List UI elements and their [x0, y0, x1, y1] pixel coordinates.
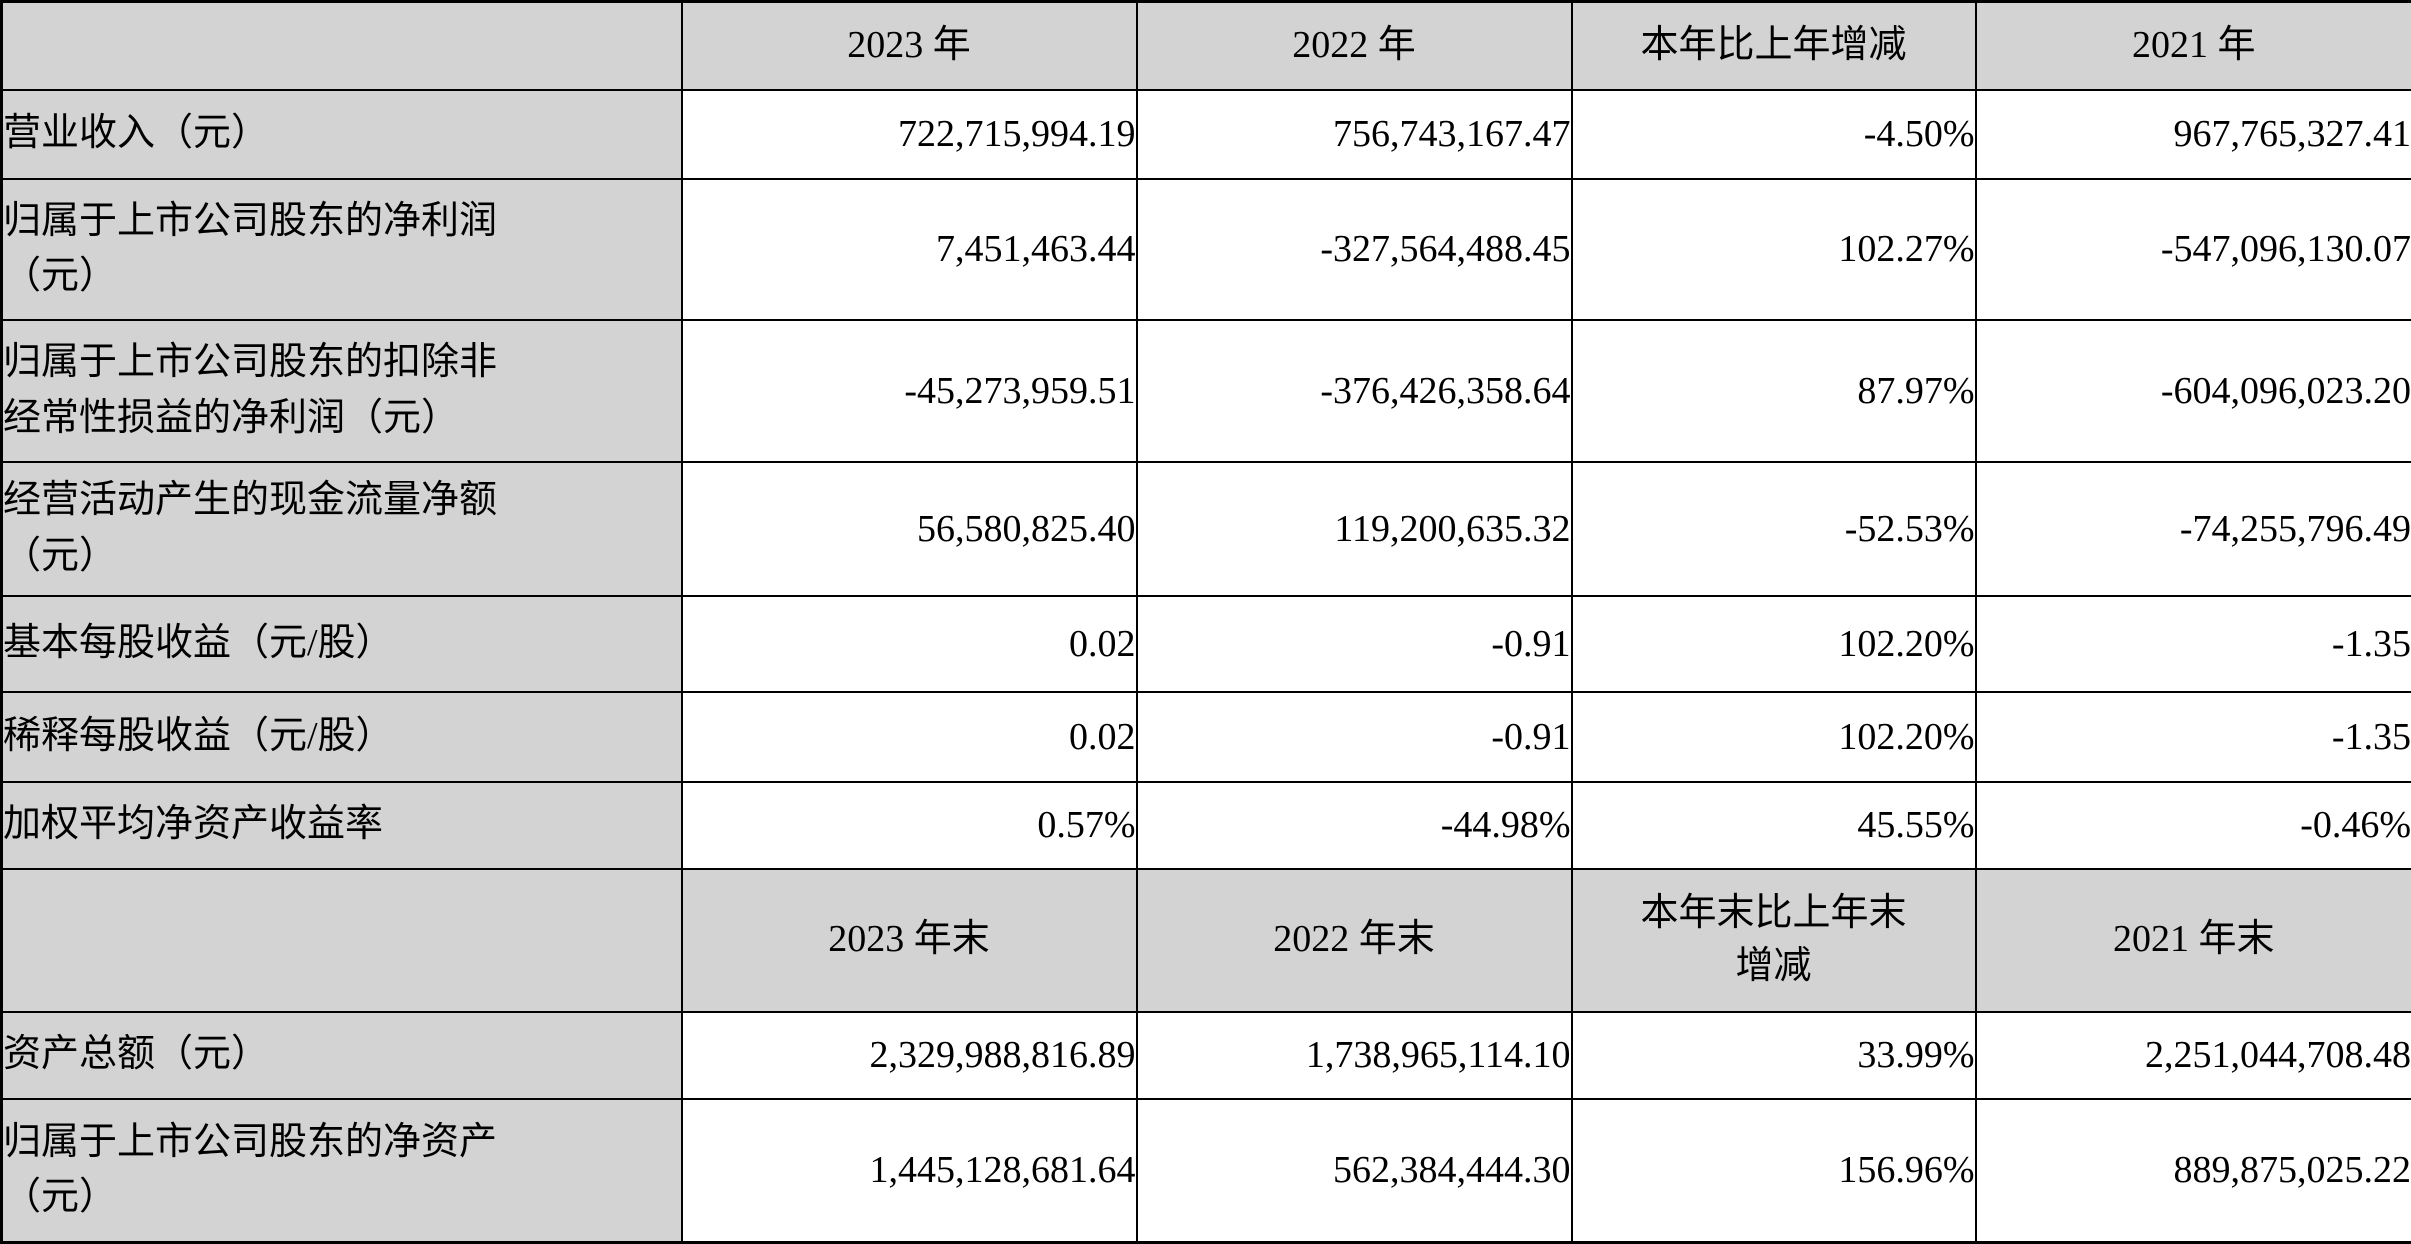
table-row-weighted-avg-roe: 加权平均净资产收益率 0.57% -44.98% 45.55% -0.46%: [2, 782, 2411, 869]
row-label: 经营活动产生的现金流量净额 （元）: [2, 462, 682, 596]
table-row-net-profit-excl-nonrecurring: 归属于上市公司股东的扣除非 经常性损益的净利润（元） -45,273,959.5…: [2, 320, 2411, 462]
value-2022: -0.91: [1137, 692, 1572, 782]
value-2021-end: 2,251,044,708.48: [1976, 1012, 2411, 1099]
value-2023-end: 2,329,988,816.89: [682, 1012, 1137, 1099]
value-change: -4.50%: [1572, 90, 1976, 179]
value-change: -52.53%: [1572, 462, 1976, 596]
row-label: 加权平均净资产收益率: [2, 782, 682, 869]
corner-cell: [2, 869, 682, 1012]
value-2023: 722,715,994.19: [682, 90, 1137, 179]
table-row-basic-eps: 基本每股收益（元/股） 0.02 -0.91 102.20% -1.35: [2, 596, 2411, 692]
value-change: 87.97%: [1572, 320, 1976, 462]
value-2023: 0.02: [682, 692, 1137, 782]
header-yoy-change: 本年比上年增减: [1572, 2, 1976, 90]
value-2021: -547,096,130.07: [1976, 179, 2411, 320]
value-change: 45.55%: [1572, 782, 1976, 869]
value-2023: -45,273,959.51: [682, 320, 1137, 462]
header-2021: 2021 年: [1976, 2, 2411, 90]
table-header-year-end: 2023 年末 2022 年末 本年末比上年末 增减 2021 年末: [2, 869, 2411, 1012]
table-row-operating-cash-flow: 经营活动产生的现金流量净额 （元） 56,580,825.40 119,200,…: [2, 462, 2411, 596]
header-2021-end: 2021 年末: [1976, 869, 2411, 1012]
row-label: 基本每股收益（元/股）: [2, 596, 682, 692]
row-label: 归属于上市公司股东的净利润 （元）: [2, 179, 682, 320]
value-2022: 756,743,167.47: [1137, 90, 1572, 179]
table-row-diluted-eps: 稀释每股收益（元/股） 0.02 -0.91 102.20% -1.35: [2, 692, 2411, 782]
value-2022: 119,200,635.32: [1137, 462, 1572, 596]
value-2021: -1.35: [1976, 596, 2411, 692]
value-2023: 7,451,463.44: [682, 179, 1137, 320]
value-2023: 0.02: [682, 596, 1137, 692]
value-2022-end: 562,384,444.30: [1137, 1099, 1572, 1243]
value-change: 33.99%: [1572, 1012, 1976, 1099]
header-2022: 2022 年: [1137, 2, 1572, 90]
value-change: 102.20%: [1572, 692, 1976, 782]
value-2021: -1.35: [1976, 692, 2411, 782]
value-2023-end: 1,445,128,681.64: [682, 1099, 1137, 1243]
value-2021-end: 889,875,025.22: [1976, 1099, 2411, 1243]
value-2022: -327,564,488.45: [1137, 179, 1572, 320]
table-row-revenue: 营业收入（元） 722,715,994.19 756,743,167.47 -4…: [2, 90, 2411, 179]
value-change: 156.96%: [1572, 1099, 1976, 1243]
value-2022: -376,426,358.64: [1137, 320, 1572, 462]
row-label: 稀释每股收益（元/股）: [2, 692, 682, 782]
header-2022-end: 2022 年末: [1137, 869, 1572, 1012]
header-2023: 2023 年: [682, 2, 1137, 90]
value-2021: 967,765,327.41: [1976, 90, 2411, 179]
row-label: 资产总额（元）: [2, 1012, 682, 1099]
value-2021: -604,096,023.20: [1976, 320, 2411, 462]
value-2023: 0.57%: [682, 782, 1137, 869]
value-2022: -44.98%: [1137, 782, 1572, 869]
table-header-annual: 2023 年 2022 年 本年比上年增减 2021 年: [2, 2, 2411, 90]
value-2021: -0.46%: [1976, 782, 2411, 869]
table-row-net-profit: 归属于上市公司股东的净利润 （元） 7,451,463.44 -327,564,…: [2, 179, 2411, 320]
value-2022-end: 1,738,965,114.10: [1137, 1012, 1572, 1099]
value-change: 102.27%: [1572, 179, 1976, 320]
value-2023: 56,580,825.40: [682, 462, 1137, 596]
value-2021: -74,255,796.49: [1976, 462, 2411, 596]
value-2022: -0.91: [1137, 596, 1572, 692]
header-2023-end: 2023 年末: [682, 869, 1137, 1012]
row-label: 归属于上市公司股东的净资产 （元）: [2, 1099, 682, 1243]
value-change: 102.20%: [1572, 596, 1976, 692]
table-row-net-assets: 归属于上市公司股东的净资产 （元） 1,445,128,681.64 562,3…: [2, 1099, 2411, 1243]
table-row-total-assets: 资产总额（元） 2,329,988,816.89 1,738,965,114.1…: [2, 1012, 2411, 1099]
header-year-end-change: 本年末比上年末 增减: [1572, 869, 1976, 1012]
row-label: 归属于上市公司股东的扣除非 经常性损益的净利润（元）: [2, 320, 682, 462]
row-label: 营业收入（元）: [2, 90, 682, 179]
corner-cell: [2, 2, 682, 90]
